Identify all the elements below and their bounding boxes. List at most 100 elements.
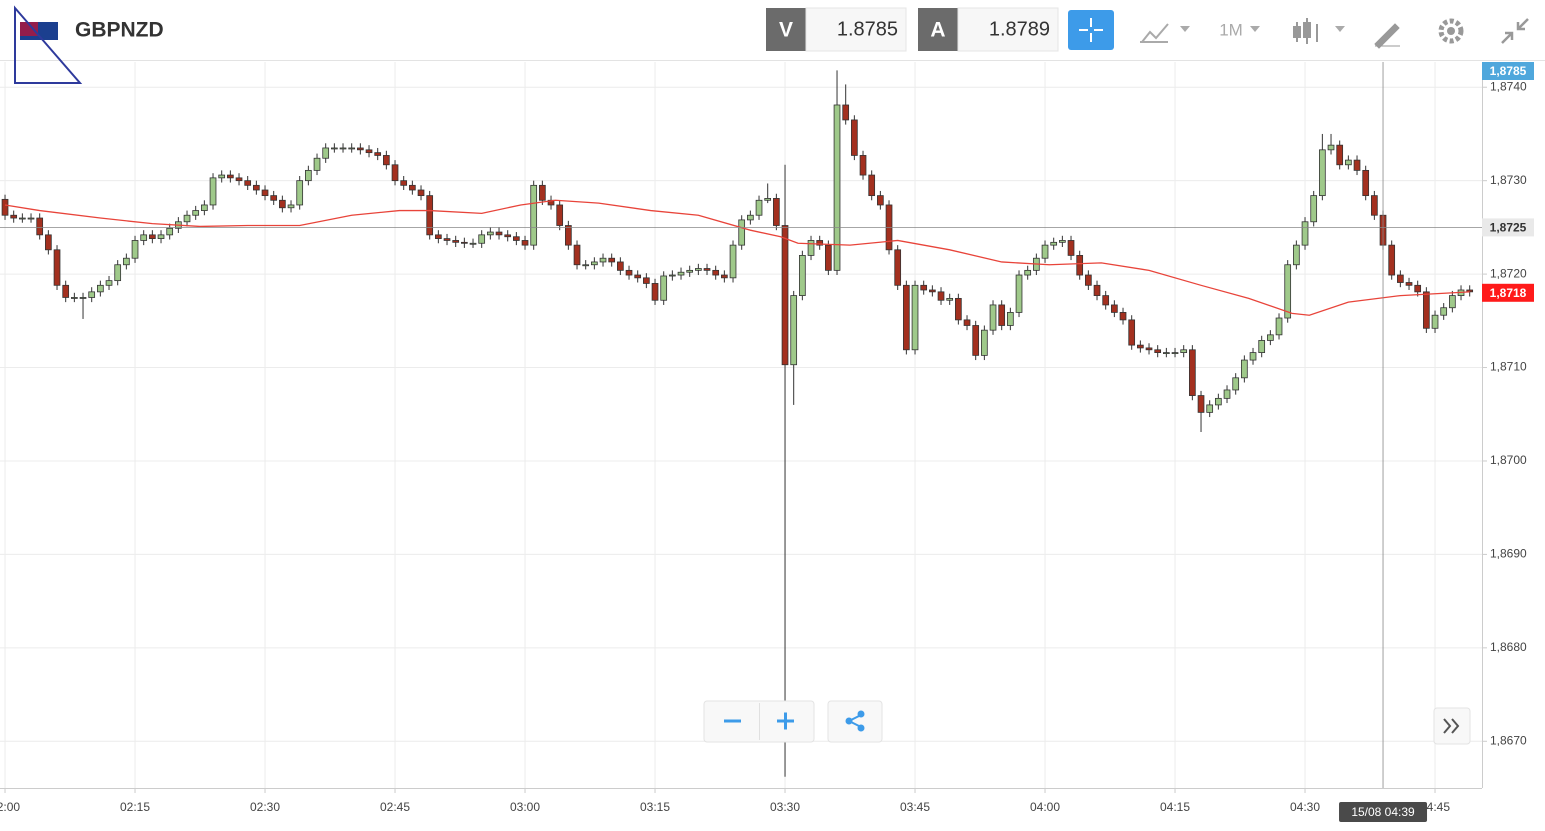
candle-body bbox=[1015, 274, 1023, 313]
bid-box bbox=[805, 7, 907, 52]
candle-body bbox=[1345, 159, 1352, 166]
candle-body bbox=[504, 234, 512, 238]
candle-body bbox=[1388, 244, 1396, 276]
candle-body bbox=[1154, 349, 1162, 353]
crosshair-time-box bbox=[1339, 802, 1428, 822]
candle-body bbox=[79, 297, 87, 299]
candle-body bbox=[227, 174, 234, 179]
y-tick-label: 1,8690 bbox=[1490, 547, 1527, 561]
chart-type-icon[interactable] bbox=[1140, 23, 1169, 43]
share-button[interactable] bbox=[827, 700, 883, 743]
candle-body bbox=[1353, 159, 1361, 171]
candle-body bbox=[452, 240, 460, 243]
candle-body bbox=[305, 169, 312, 182]
candle-body bbox=[651, 283, 659, 301]
x-tick-label: 04:15 bbox=[1160, 800, 1190, 814]
candle-body bbox=[374, 152, 382, 156]
candle-body bbox=[842, 104, 850, 121]
candle-body bbox=[1093, 284, 1101, 296]
candle-body bbox=[1197, 395, 1205, 413]
candle-body bbox=[521, 240, 529, 246]
candle-body bbox=[833, 104, 841, 271]
candle-body bbox=[1180, 349, 1188, 353]
y-tick-label: 1,8730 bbox=[1490, 173, 1527, 187]
candle-body bbox=[313, 157, 321, 171]
candle-body bbox=[929, 289, 936, 293]
candle-body bbox=[625, 269, 633, 276]
settings-icon-part bbox=[1447, 27, 1455, 35]
candle-body bbox=[279, 199, 286, 209]
candle-body bbox=[261, 189, 269, 197]
scroll-right-button[interactable] bbox=[1433, 707, 1471, 745]
plot-area: 1,8670 1,8680 1,8690 1,8700 1,8710 1,8720 1,87… bbox=[0, 62, 1527, 814]
candle-body bbox=[97, 284, 104, 293]
candle-body bbox=[1362, 169, 1370, 197]
candle-body bbox=[140, 234, 148, 241]
candle-body bbox=[608, 257, 616, 263]
ask-box bbox=[957, 7, 1059, 52]
top-price-tag: 1,8785 bbox=[1490, 64, 1527, 78]
x-tick-label: 03:45 bbox=[900, 800, 930, 814]
candle-body bbox=[582, 264, 590, 267]
candle-body bbox=[443, 238, 451, 241]
scroll-right-icon bbox=[1443, 718, 1460, 734]
candle-body bbox=[339, 147, 347, 150]
candle-body bbox=[469, 242, 477, 245]
candle-body bbox=[669, 274, 676, 277]
candle-body bbox=[634, 274, 642, 279]
candle-body bbox=[799, 255, 806, 296]
candle-body bbox=[1310, 195, 1318, 223]
candle-body bbox=[461, 241, 468, 244]
bid-button[interactable] bbox=[766, 8, 806, 51]
dropdown-arrow bbox=[1335, 26, 1345, 32]
candle-body bbox=[36, 217, 44, 236]
crosshair-button[interactable] bbox=[1068, 10, 1114, 50]
candle-body bbox=[937, 291, 945, 301]
candle-body bbox=[209, 177, 217, 206]
candle-body bbox=[1431, 314, 1439, 329]
candle-body bbox=[972, 325, 980, 356]
candle-body bbox=[1249, 352, 1257, 361]
candle-body bbox=[816, 240, 824, 246]
candle-body bbox=[71, 297, 78, 299]
candle-body bbox=[781, 225, 789, 366]
candle-body bbox=[10, 214, 18, 219]
candle-body bbox=[807, 240, 815, 256]
candle-body bbox=[573, 244, 581, 266]
candle-body bbox=[1050, 241, 1058, 246]
candle-body bbox=[565, 225, 572, 246]
candle-body bbox=[877, 195, 884, 206]
ask-label: A bbox=[930, 19, 945, 42]
candle-body bbox=[495, 231, 503, 236]
candle-body bbox=[1301, 221, 1309, 246]
candle-body bbox=[322, 147, 330, 159]
share-icon-part bbox=[857, 710, 865, 718]
candle-body bbox=[27, 217, 35, 220]
candle-body bbox=[729, 244, 737, 279]
candle-body bbox=[686, 269, 694, 273]
candle-body bbox=[903, 284, 910, 351]
candle-body bbox=[131, 240, 139, 259]
draw-icon[interactable] bbox=[1374, 23, 1400, 49]
candle-body bbox=[764, 198, 772, 201]
candle-body bbox=[1171, 352, 1179, 354]
crosshair-price-tag-box bbox=[1482, 218, 1534, 237]
candle-body bbox=[946, 297, 954, 301]
timeframe[interactable]: 1M bbox=[1219, 20, 1243, 39]
candle-body bbox=[400, 180, 408, 186]
collapse-icon[interactable] bbox=[1501, 18, 1529, 44]
crosshair-time-label: 15/08 04:39 bbox=[1351, 805, 1415, 819]
candle-body bbox=[1119, 312, 1127, 321]
x-tick-label: 02:30 bbox=[250, 800, 280, 814]
candle-body bbox=[201, 204, 208, 211]
candle-body bbox=[773, 198, 780, 226]
candle-body bbox=[218, 174, 226, 179]
ask-button[interactable] bbox=[918, 8, 958, 51]
y-tick-label: 1,8670 bbox=[1490, 733, 1527, 747]
zoom-in[interactable] bbox=[777, 712, 794, 730]
settings-icon[interactable] bbox=[1438, 18, 1464, 44]
candle-body bbox=[859, 155, 867, 176]
moving-average bbox=[4, 199, 1470, 316]
candle-body bbox=[1223, 389, 1231, 399]
x-tick-label: 04:00 bbox=[1030, 800, 1060, 814]
